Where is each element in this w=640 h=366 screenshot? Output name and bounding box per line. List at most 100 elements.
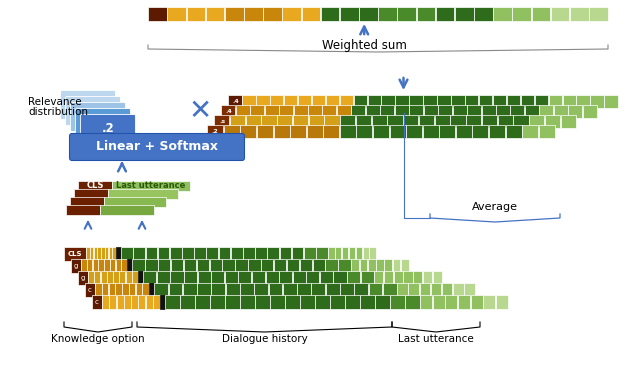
Bar (285, 295, 300, 309)
Bar (264, 105, 278, 118)
Bar (393, 259, 401, 273)
Bar (124, 295, 131, 309)
Bar (376, 259, 384, 273)
Bar (182, 247, 194, 261)
Bar (131, 295, 138, 309)
Bar (409, 105, 423, 118)
Bar (335, 247, 342, 261)
Bar (456, 125, 472, 138)
Bar (92, 295, 102, 309)
Bar (321, 7, 339, 21)
Bar (211, 283, 225, 297)
Bar (532, 7, 550, 21)
Bar (153, 295, 160, 309)
Bar (146, 295, 152, 309)
Bar (209, 259, 222, 273)
Bar (307, 271, 319, 285)
Bar (207, 125, 223, 138)
Bar (470, 295, 483, 309)
Text: Average: Average (472, 202, 518, 212)
Bar (420, 295, 433, 309)
Bar (86, 247, 90, 261)
Bar (496, 105, 510, 118)
Bar (330, 295, 345, 309)
Bar (298, 95, 311, 108)
Bar (406, 125, 422, 138)
Bar (465, 95, 479, 108)
Bar (71, 259, 81, 273)
Bar (340, 283, 354, 297)
Bar (403, 115, 419, 128)
Text: .4: .4 (226, 109, 232, 114)
Bar (97, 247, 100, 261)
Text: distribution: distribution (28, 107, 88, 117)
Text: CLS: CLS (86, 182, 104, 190)
Bar (205, 7, 225, 21)
Bar (78, 181, 112, 191)
Bar (81, 259, 86, 273)
Bar (420, 283, 430, 297)
Bar (312, 283, 325, 297)
Bar (184, 259, 196, 273)
Bar (195, 295, 210, 309)
FancyBboxPatch shape (61, 90, 115, 120)
Bar (422, 125, 439, 138)
Bar (210, 295, 225, 309)
Bar (451, 115, 465, 128)
Bar (369, 247, 376, 261)
Bar (100, 271, 106, 285)
Bar (148, 7, 167, 21)
Text: Relevance: Relevance (28, 97, 82, 107)
Bar (109, 283, 115, 297)
Bar (497, 115, 513, 128)
Bar (507, 95, 520, 108)
Bar (355, 283, 368, 297)
Bar (455, 7, 474, 21)
Bar (183, 283, 196, 297)
Text: c: c (88, 287, 92, 293)
Bar (279, 105, 293, 118)
Bar (464, 283, 475, 297)
Bar (433, 271, 442, 285)
Bar (307, 125, 323, 138)
Bar (372, 115, 387, 128)
Bar (70, 197, 104, 207)
Bar (326, 283, 340, 297)
Text: g: g (74, 263, 78, 269)
Bar (95, 283, 102, 297)
Bar (225, 271, 238, 285)
Text: .s: .s (219, 119, 225, 124)
Bar (563, 95, 576, 108)
Bar (583, 105, 596, 118)
Text: CLS: CLS (68, 251, 83, 257)
FancyBboxPatch shape (65, 97, 120, 126)
Bar (328, 247, 335, 261)
Text: .4: .4 (232, 99, 239, 104)
Bar (424, 105, 438, 118)
Bar (127, 259, 132, 273)
Bar (548, 95, 562, 108)
Bar (270, 95, 284, 108)
Bar (252, 271, 265, 285)
Bar (451, 95, 465, 108)
Bar (323, 125, 339, 138)
Bar (87, 259, 92, 273)
Bar (387, 115, 403, 128)
Bar (435, 115, 450, 128)
Bar (481, 105, 495, 118)
Bar (257, 125, 273, 138)
Bar (236, 105, 250, 118)
Bar (255, 247, 267, 261)
Bar (436, 7, 454, 21)
Bar (604, 95, 618, 108)
Bar (495, 295, 508, 309)
Bar (401, 259, 409, 273)
Bar (356, 115, 371, 128)
Bar (390, 125, 406, 138)
Bar (256, 95, 269, 108)
Text: g: g (81, 275, 85, 281)
Bar (360, 259, 367, 273)
Bar (116, 247, 121, 261)
Bar (115, 283, 122, 297)
Bar (158, 259, 170, 273)
